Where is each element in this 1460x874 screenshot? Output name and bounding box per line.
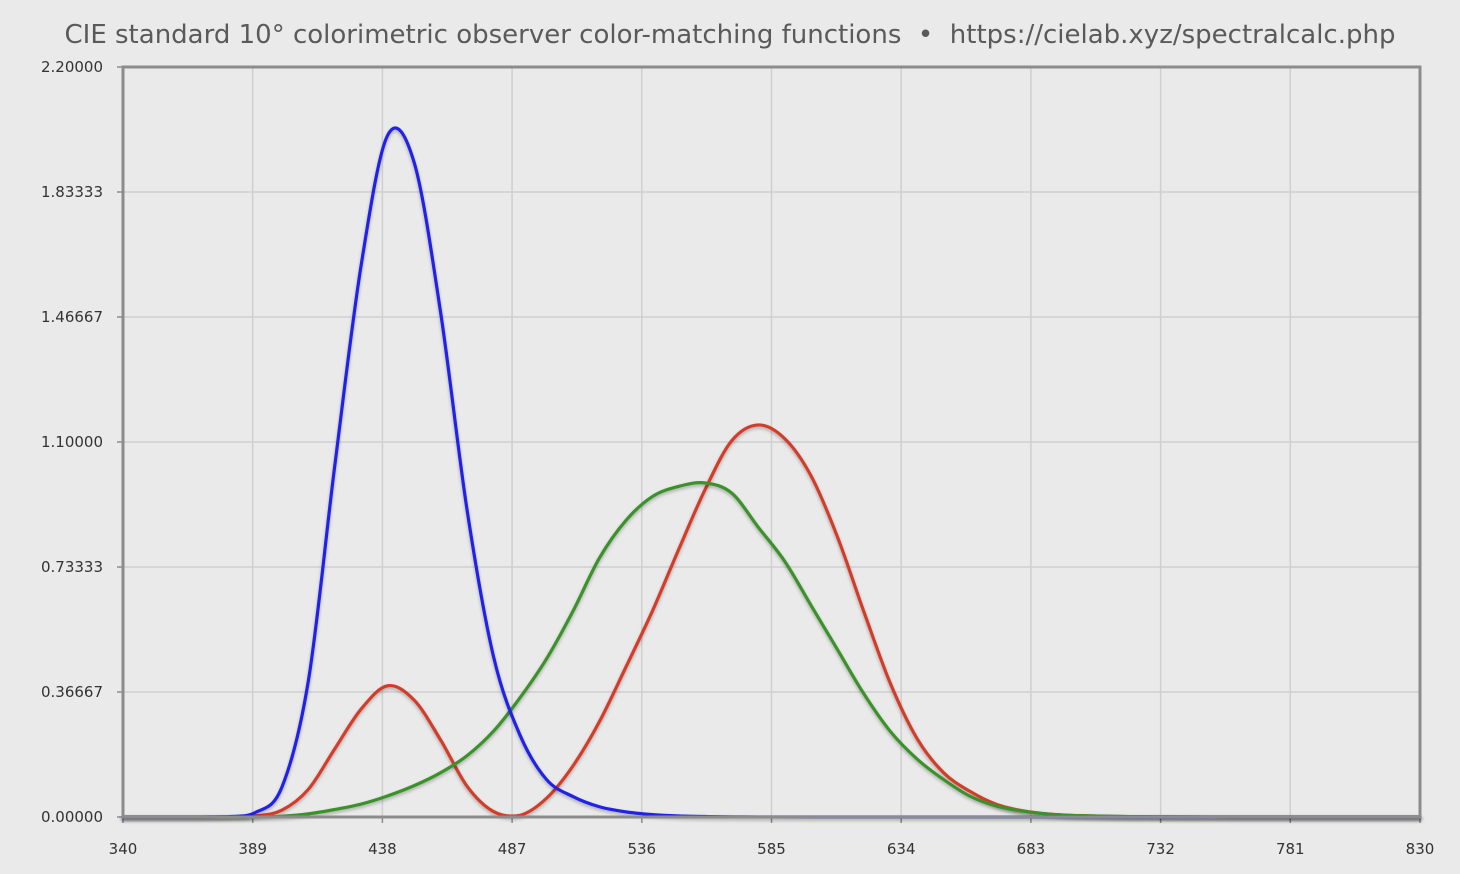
x-tick-label: 830 bbox=[1406, 840, 1435, 858]
x-tick-label: 634 bbox=[887, 840, 916, 858]
y-tick-label: 0.00000 bbox=[41, 808, 103, 826]
y-tick-label: 1.46667 bbox=[41, 308, 103, 326]
y-tick-label: 2.20000 bbox=[41, 58, 103, 76]
x-tick-label: 438 bbox=[368, 840, 397, 858]
grid bbox=[123, 67, 1420, 817]
y-tick-label: 1.83333 bbox=[41, 183, 103, 201]
plot-frame bbox=[121, 65, 1422, 819]
y-bar-series-line bbox=[121, 481, 1422, 819]
x-tick-label: 585 bbox=[757, 840, 786, 858]
axis-ticks bbox=[117, 66, 1421, 823]
tick-labels: 340 389 438 487 536 585 634 683 732 781 830 0.00000… bbox=[41, 58, 1434, 858]
x-tick-label: 487 bbox=[498, 840, 527, 858]
y-tick-label: 1.10000 bbox=[41, 433, 103, 451]
x-tick-label: 389 bbox=[238, 840, 267, 858]
x-tick-label: 683 bbox=[1017, 840, 1046, 858]
chart-title: CIE standard 10° colorimetric observer c… bbox=[0, 17, 1460, 53]
x-tick-label: 781 bbox=[1276, 840, 1305, 858]
chart-title-text: CIE standard 10° colorimetric observer c… bbox=[64, 20, 902, 50]
title-separator: • bbox=[917, 20, 934, 50]
y-tick-label: 0.36667 bbox=[41, 683, 103, 701]
source-url[interactable]: https://cielab.xyz/spectralcalc.php bbox=[949, 20, 1396, 50]
y-tick-label: 0.73333 bbox=[41, 558, 103, 576]
x-tick-label: 536 bbox=[627, 840, 656, 858]
x-tick-label: 340 bbox=[109, 840, 138, 858]
x-tick-label: 732 bbox=[1146, 840, 1175, 858]
